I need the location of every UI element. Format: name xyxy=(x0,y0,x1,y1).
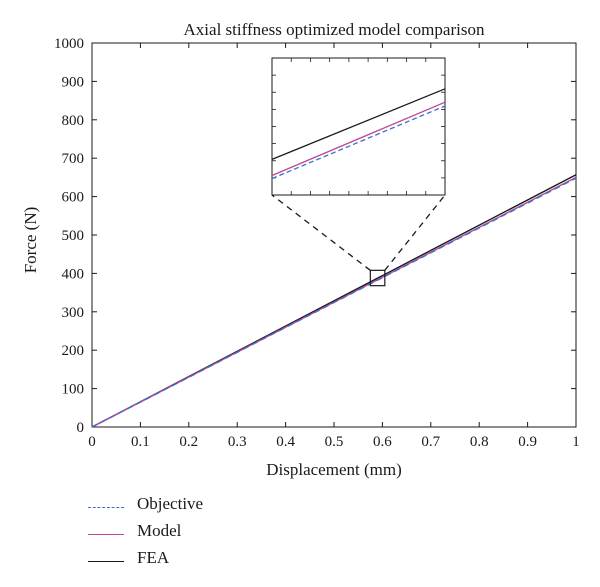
legend-swatch-objective xyxy=(88,507,124,508)
zoom-box xyxy=(369,269,386,287)
y-tick-label: 0 xyxy=(77,420,85,436)
y-tick-label: 800 xyxy=(62,113,85,129)
y-tick-label: 700 xyxy=(62,151,85,167)
x-tick-label: 0.3 xyxy=(228,434,247,450)
y-tick-label: 300 xyxy=(62,305,85,321)
legend: Objective Model FEA xyxy=(88,492,308,573)
y-tick-label: 900 xyxy=(62,74,85,90)
inset-series-line-objective xyxy=(271,105,446,180)
legend-item-objective: Objective xyxy=(88,492,308,519)
x-tick-label: 0.6 xyxy=(373,434,392,450)
legend-item-fea: FEA xyxy=(88,546,308,573)
x-tick-label: 0.5 xyxy=(325,434,344,450)
chart-title: Axial stiffness optimized model comparis… xyxy=(184,20,485,39)
y-tick-label: 500 xyxy=(62,228,85,244)
x-tick-label: 0.2 xyxy=(179,434,198,450)
y-tick-label: 100 xyxy=(62,382,85,398)
zoom-callout xyxy=(271,194,446,287)
x-tick-label: 0.9 xyxy=(518,434,537,450)
y-axis-label: Force (N) xyxy=(21,207,40,274)
legend-label-model: Model xyxy=(137,521,182,540)
y-tick-label: 600 xyxy=(62,190,85,206)
zoom-connector-left xyxy=(271,194,371,271)
series-lines xyxy=(91,174,577,428)
x-tick-label: 0.8 xyxy=(470,434,489,450)
x-tick-label: 0.1 xyxy=(131,434,150,450)
inset-frame xyxy=(271,57,446,196)
x-tick-label: 0.4 xyxy=(276,434,295,450)
tick-marks: 0 0.1 0.2 0.3 0.4 0.5 0.6 0.7 0.8 0.9 1 0 100 200 300 4… xyxy=(54,36,580,450)
x-tick-label: 1 xyxy=(572,434,580,450)
inset-series-line-model xyxy=(271,101,446,177)
y-tick-label: 1000 xyxy=(54,36,84,52)
x-axis-label: Displacement (mm) xyxy=(266,460,402,479)
legend-item-model: Model xyxy=(88,519,308,546)
legend-swatch-model xyxy=(88,534,124,535)
inset-plot xyxy=(271,57,446,196)
legend-label-fea: FEA xyxy=(137,548,170,567)
x-tick-label: 0 xyxy=(88,434,96,450)
series-line-objective xyxy=(91,177,577,428)
legend-label-objective: Objective xyxy=(137,494,204,513)
y-tick-label: 200 xyxy=(62,343,85,359)
zoom-connector-right xyxy=(384,194,446,271)
legend-swatch-fea xyxy=(88,561,124,562)
y-tick-label: 400 xyxy=(62,266,85,282)
x-tick-label: 0.7 xyxy=(421,434,440,450)
inset-series-line-fea xyxy=(271,88,446,160)
